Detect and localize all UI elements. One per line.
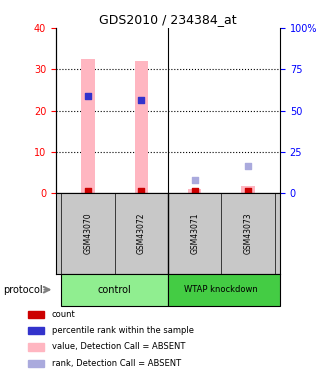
Text: rank, Detection Call = ABSENT: rank, Detection Call = ABSENT	[52, 359, 181, 368]
Text: protocol: protocol	[3, 285, 43, 295]
Bar	[241, 186, 255, 193]
Point	[192, 177, 197, 183]
Point	[139, 98, 144, 104]
Text: value, Detection Call = ABSENT: value, Detection Call = ABSENT	[52, 342, 185, 351]
Text: percentile rank within the sample: percentile rank within the sample	[52, 326, 194, 335]
Text: control: control	[98, 285, 132, 295]
Point	[245, 164, 251, 170]
Bar	[81, 59, 95, 193]
Text: GSM43070: GSM43070	[84, 213, 92, 254]
Point	[139, 189, 144, 195]
Point	[85, 189, 91, 195]
Bar	[28, 360, 44, 368]
Point	[85, 93, 91, 99]
Bar	[28, 327, 44, 334]
Bar	[135, 61, 148, 193]
Title: GDS2010 / 234384_at: GDS2010 / 234384_at	[99, 13, 237, 26]
Text: GSM43073: GSM43073	[244, 213, 252, 254]
Text: GSM43072: GSM43072	[137, 213, 146, 254]
Bar	[28, 343, 44, 351]
Text: WTAP knockdown: WTAP knockdown	[184, 285, 258, 294]
Text: count: count	[52, 310, 75, 319]
Text: GSM43071: GSM43071	[190, 213, 199, 254]
Bar	[188, 189, 201, 193]
Bar	[168, 274, 280, 306]
Bar	[28, 310, 44, 318]
Bar	[61, 274, 168, 306]
Point	[245, 189, 251, 195]
Point	[192, 189, 197, 195]
